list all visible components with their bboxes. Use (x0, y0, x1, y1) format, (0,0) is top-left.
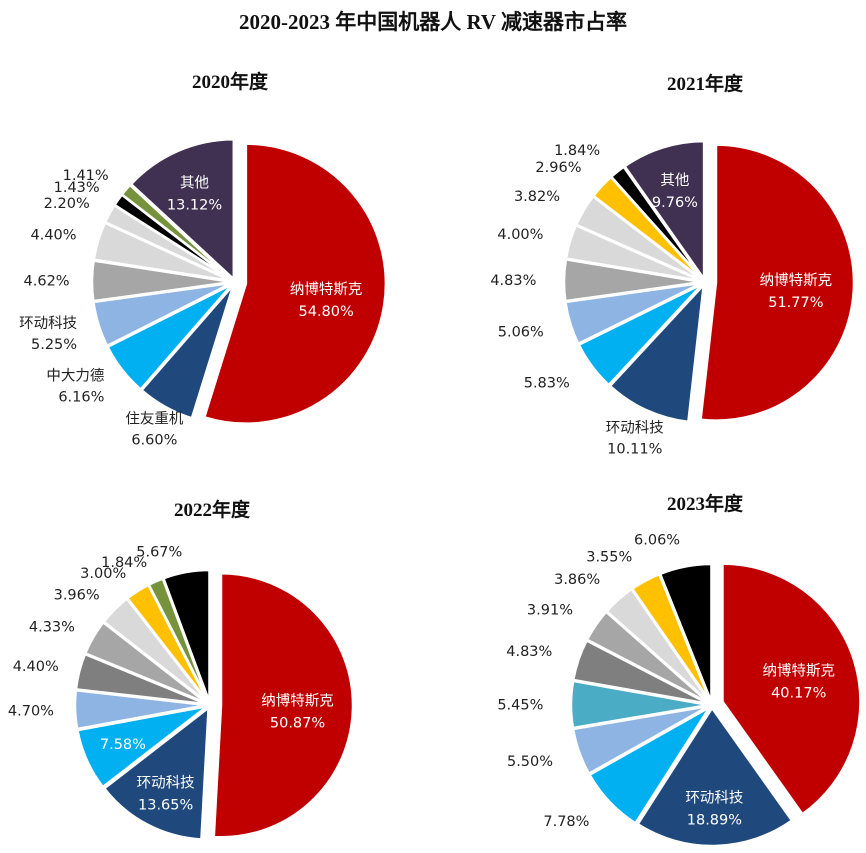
slice-label: 5.50% (507, 754, 553, 770)
slice-label: 1.84% (554, 143, 600, 159)
slice-label: 3.55% (586, 549, 632, 565)
slice-label: 4.40% (30, 227, 76, 243)
slice-label: 5.45% (497, 697, 543, 713)
slice-label: 1.84% (101, 555, 147, 571)
slice-label: 1.43% (54, 180, 100, 196)
pie-slice (587, 705, 711, 826)
slice-label: 4.62% (24, 274, 70, 290)
chart-title: 2021年度 (667, 72, 744, 95)
slice-label: 1.41% (63, 168, 109, 184)
slice-label: 中大力德 6.16% (46, 367, 104, 405)
slice-label: 5.83% (524, 376, 570, 392)
pie-slice (102, 704, 211, 841)
pie-slice (721, 562, 862, 816)
pie-slice (129, 138, 236, 283)
slice-label: 4.70% (8, 703, 54, 719)
slice-label: 3.82% (514, 189, 560, 205)
slice-label: 3.96% (54, 588, 100, 604)
slice-label: 住友重机 6.60% (125, 410, 183, 448)
chart-title: 2022年度 (174, 498, 251, 521)
slice-label: 纳博特斯克 40.17% (762, 662, 835, 701)
slice-label: 环动科技 13.65% (137, 774, 195, 813)
chart-title: 2020年度 (192, 70, 269, 93)
pie-slice (699, 143, 856, 422)
slice-label: 其他 13.12% (167, 174, 222, 213)
pie-slice (212, 572, 355, 839)
slice-label: 3.00% (80, 566, 126, 582)
slice-label: 2.20% (44, 196, 90, 212)
pie-slice (608, 281, 706, 424)
slice-label: 4.00% (497, 227, 543, 243)
pie-slice (622, 139, 706, 284)
pie-slice (202, 142, 388, 425)
page-title: 2020-2023 年中国机器人 RV 减速器市占率 (239, 10, 627, 34)
slice-label: 纳博特斯克 51.77% (760, 272, 833, 311)
slice-label: 纳博特斯克 50.87% (261, 692, 334, 731)
slice-label: 纳博特斯克 54.80% (290, 281, 363, 320)
slice-label: 4.83% (490, 273, 536, 289)
slice-label: 6.06% (634, 532, 680, 548)
slice-label: 5.06% (498, 325, 544, 341)
slice-label: 4.83% (506, 644, 552, 660)
slice-label: 环动科技 5.25% (19, 315, 77, 353)
pie-slice (120, 183, 234, 282)
slice-label: 7.78% (543, 814, 589, 830)
slice-label: 2.96% (535, 160, 581, 176)
slice-label: 4.40% (13, 659, 59, 675)
slice-label: 7.58% (100, 737, 146, 753)
pie-slice (635, 705, 794, 848)
slice-label: 4.33% (29, 620, 75, 636)
slice-label: 5.67% (136, 544, 182, 560)
chart-title: 2023年度 (667, 492, 744, 515)
slice-label: 其他 9.76% (652, 172, 698, 211)
slice-label: 环动科技 10.11% (606, 419, 664, 457)
pie-slice (161, 568, 211, 703)
pie-slice (658, 562, 713, 703)
slice-label: 环动科技 18.89% (685, 790, 743, 829)
slice-label: 3.86% (554, 572, 600, 588)
slice-label: 3.91% (527, 603, 573, 619)
